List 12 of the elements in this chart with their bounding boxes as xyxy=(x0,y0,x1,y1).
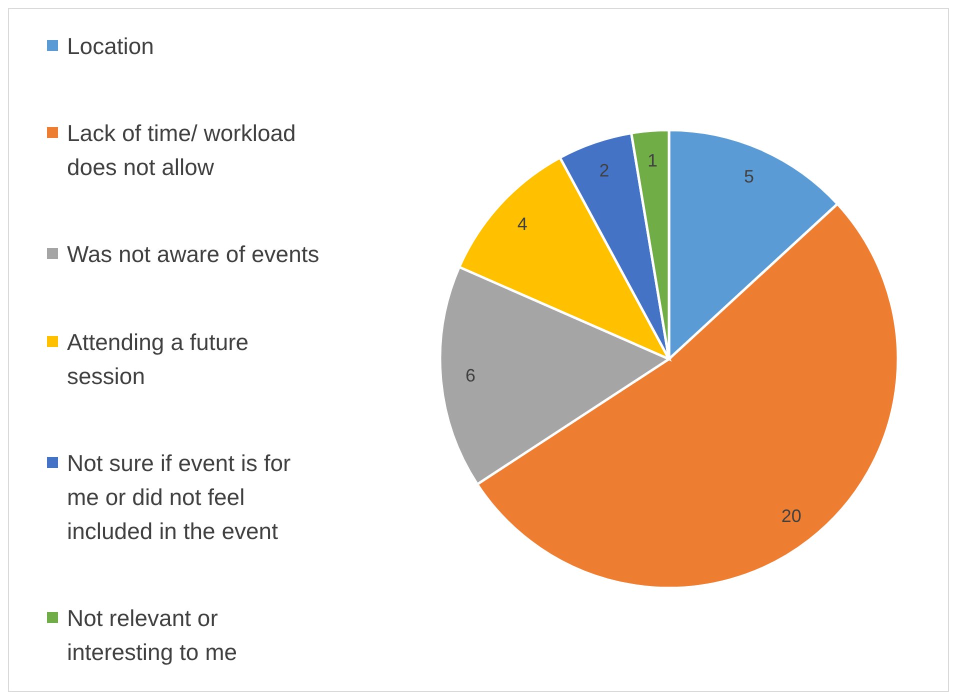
legend-label: Not relevant or interesting to me xyxy=(67,604,238,667)
legend-label: Location xyxy=(67,32,154,61)
data-label: 1 xyxy=(648,150,658,170)
legend-label: Attending a future session xyxy=(67,328,250,391)
data-label: 5 xyxy=(744,166,754,187)
data-label: 2 xyxy=(599,160,610,181)
data-label: 20 xyxy=(781,506,802,526)
data-label: 4 xyxy=(517,214,528,234)
legend-label: Not sure if event is for me or did not feel included in the event xyxy=(67,448,292,546)
legend-label: Lack of time/ workload does not allow xyxy=(67,119,297,182)
data-label: 6 xyxy=(465,365,476,386)
legend-label: Was not aware of events xyxy=(67,240,320,270)
